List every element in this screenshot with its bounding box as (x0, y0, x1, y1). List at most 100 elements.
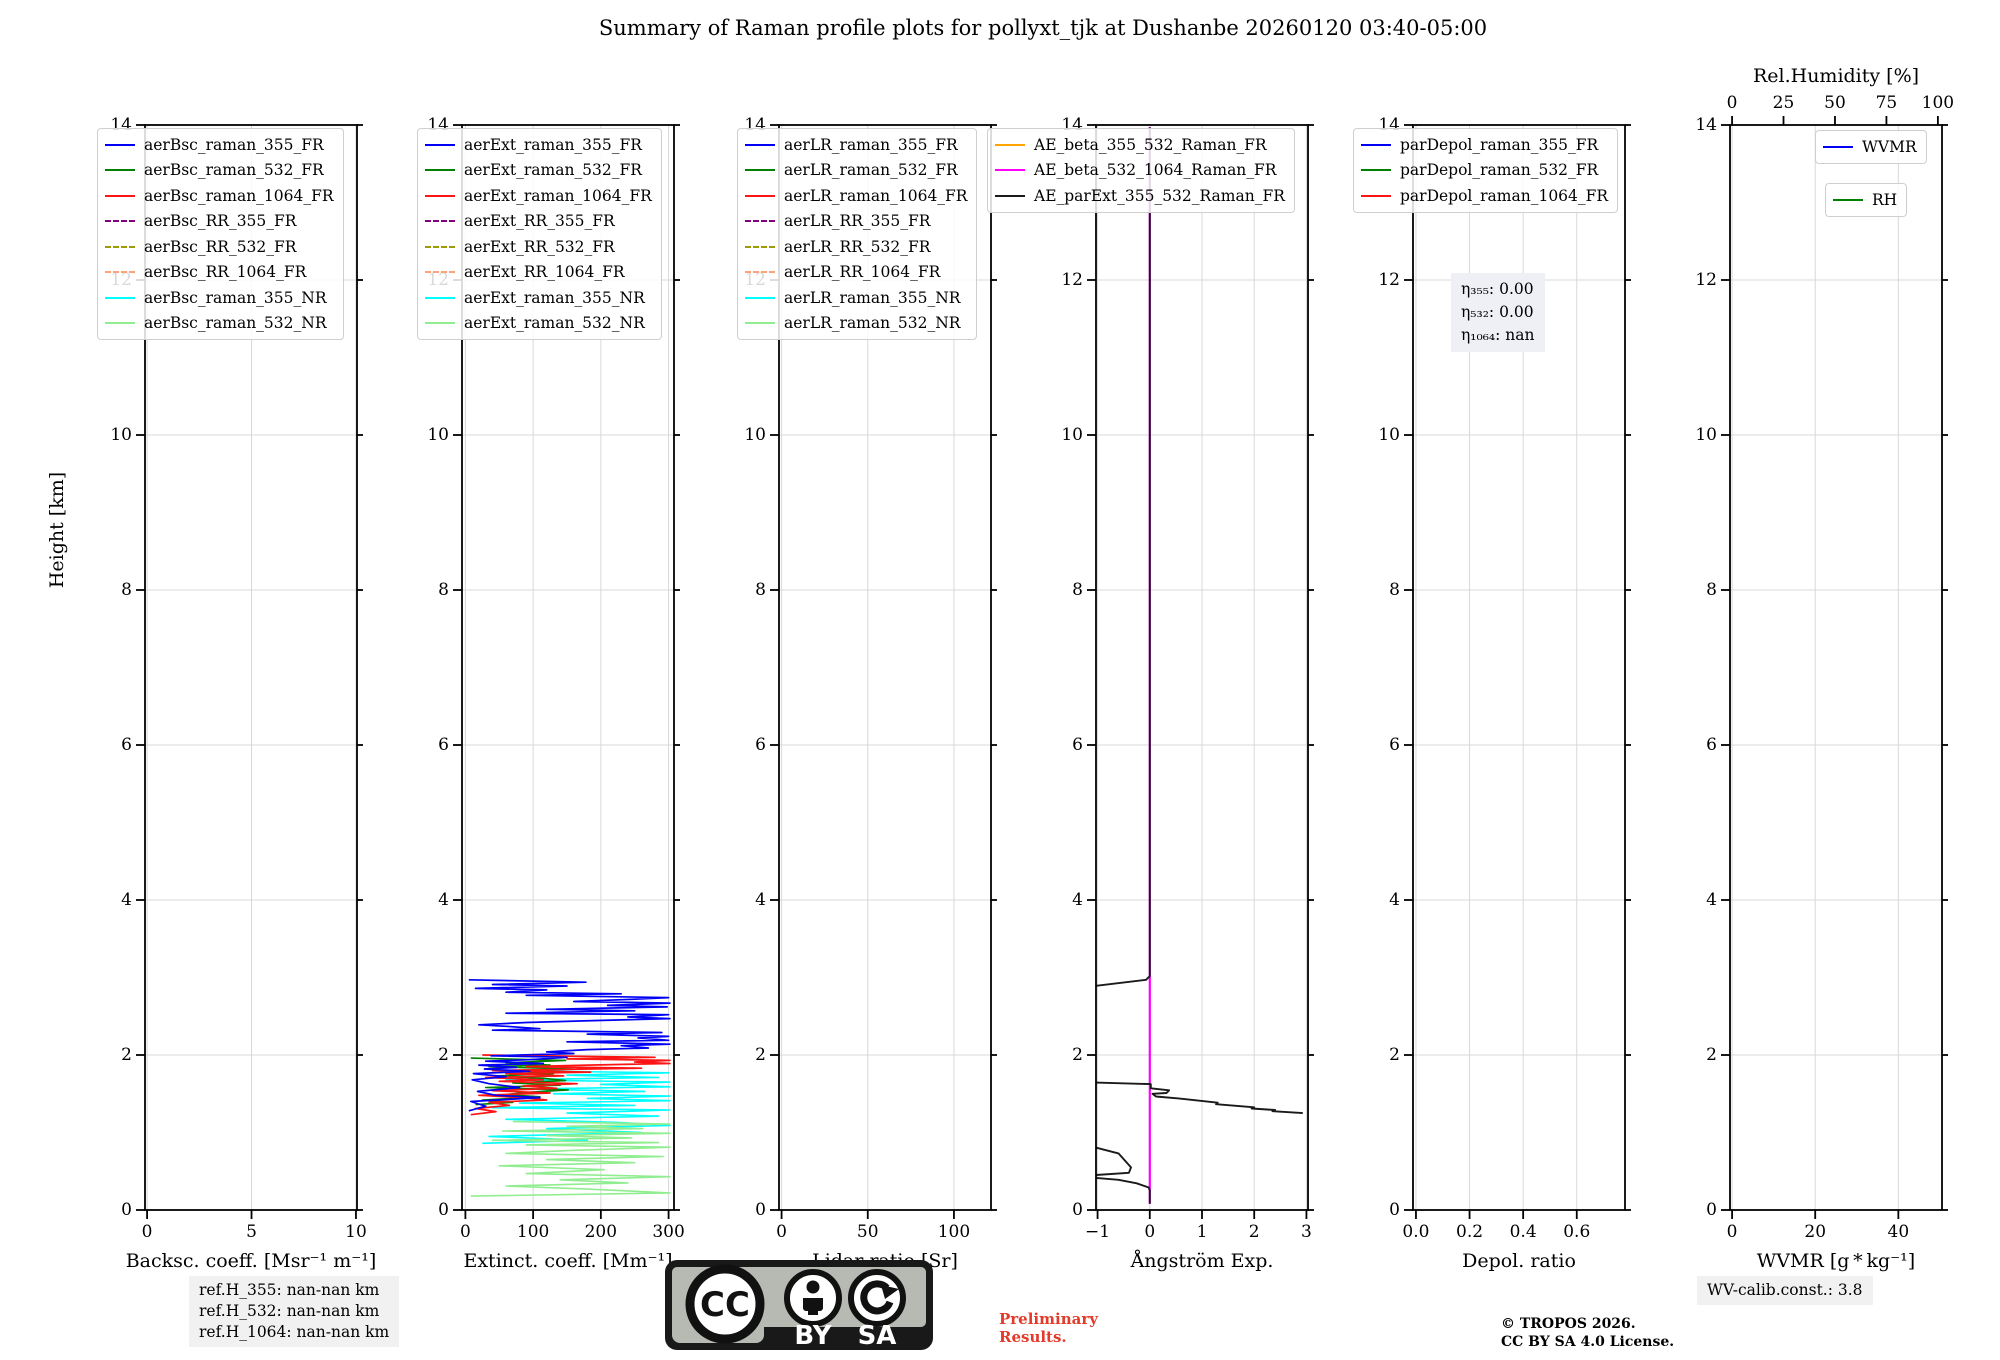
y-tick-label: 4 (121, 890, 132, 910)
eta-annotation-line: η₃₅₅: 0.00 (1461, 280, 1534, 298)
legend-line-sample (425, 296, 455, 299)
legend-line-sample (745, 271, 775, 274)
legend-item: aerBsc_raman_355_NR (105, 285, 334, 311)
by-person-head (806, 1280, 820, 1294)
legend-item: AE_beta_532_1064_Raman_FR (995, 158, 1285, 184)
legend-line-sample (1361, 143, 1391, 146)
legend-item: aerLR_raman_355_FR (745, 132, 967, 158)
series-aerExt_raman_1064_FR (470, 1054, 671, 1116)
x-tick-label: 200 (584, 1222, 618, 1242)
legend-item: aerBsc_RR_355_FR (105, 209, 334, 235)
top-tick-label: 100 (1921, 93, 1955, 113)
x-tick-label: 3 (1301, 1222, 1312, 1242)
legend-label: parDepol_raman_355_FR (1400, 135, 1599, 154)
legend-label: aerExt_raman_355_FR (464, 135, 642, 154)
x-tick-label: 0 (776, 1222, 787, 1242)
legend-rh: RH (1825, 183, 1908, 217)
sa-arrow-circle-icon (848, 1269, 906, 1327)
copyright-note: © TROPOS 2026. CC BY SA 4.0 License. (1501, 1315, 1674, 1351)
eta-annotation-box: η₃₅₅: 0.00 η₅₃₂: 0.00 η₁₀₆₄: nan (1451, 273, 1545, 352)
legend-item: WVMR (1823, 134, 1917, 160)
copyright-line1: © TROPOS 2026. (1501, 1316, 1636, 1332)
y-tick-label: 4 (1706, 890, 1717, 910)
legend-angstrom: AE_beta_355_532_Raman_FR AE_beta_532_1064… (987, 128, 1295, 213)
x-tick-label: 100 (516, 1222, 550, 1242)
legend-line-sample (425, 220, 455, 223)
legend-label: parDepol_raman_1064_FR (1400, 186, 1609, 205)
legend-label: aerBsc_raman_355_FR (144, 135, 324, 154)
legend-label: AE_beta_532_1064_Raman_FR (1034, 161, 1277, 180)
legend-line-sample (995, 169, 1025, 172)
x-tick-label: 20 (1804, 1222, 1827, 1242)
y-tick-label: 6 (438, 735, 449, 755)
cc-by-sa-badge: CC BY SA (665, 1260, 933, 1351)
legend-line-sample (425, 143, 455, 146)
legend-line-sample (745, 220, 775, 223)
top-axis-label: Rel.Humidity [%] (1752, 65, 1920, 87)
legend-item: AE_parExt_355_532_Raman_FR (995, 183, 1285, 209)
figure-title: Summary of Raman profile plots for polly… (598, 16, 1488, 40)
legend-label: aerLR_raman_1064_FR (784, 186, 968, 205)
badge-by-text: BY (794, 1321, 832, 1351)
legend-label: aerBsc_raman_532_FR (144, 161, 324, 180)
legend-item: aerExt_raman_355_FR (425, 132, 652, 158)
legend-line-sample (745, 245, 775, 248)
series-aerExt_raman_532_NR (470, 1120, 671, 1197)
y-tick-label: 6 (121, 735, 132, 755)
x-tick-label: 10 (345, 1222, 367, 1242)
y-tick-label: 0 (121, 1200, 132, 1220)
legend-line-sample (425, 169, 455, 172)
legend-item: aerLR_raman_355_NR (745, 285, 967, 311)
y-tick-label: 0 (1706, 1200, 1717, 1220)
top-tick-label: 75 (1875, 93, 1898, 113)
x-tick-label: 0.0 (1402, 1222, 1430, 1242)
legend-line-sample (105, 169, 135, 172)
y-tick-label: 6 (1389, 735, 1400, 755)
legend-line-sample (105, 220, 135, 223)
y-tick-label: 10 (1695, 425, 1717, 445)
legend-item: aerExt_raman_532_NR (425, 311, 652, 337)
y-tick-label: 8 (1706, 580, 1717, 600)
y-tick-label: 6 (755, 735, 766, 755)
ref-h-355: ref.H_355: nan-nan km (199, 1281, 380, 1299)
legend-item: parDepol_raman_1064_FR (1361, 183, 1608, 209)
legend-label: aerExt_RR_1064_FR (464, 263, 625, 282)
legend-item: aerExt_raman_355_NR (425, 285, 652, 311)
legend-line-sample (105, 271, 135, 274)
y-tick-label: 10 (427, 425, 449, 445)
legend-label: aerBsc_RR_355_FR (144, 212, 297, 231)
y-tick-label: 4 (755, 890, 766, 910)
y-tick-label: 8 (1072, 580, 1083, 600)
legend-item: parDepol_raman_355_FR (1361, 132, 1608, 158)
eta-annotation-line: η₅₃₂: 0.00 (1461, 303, 1534, 321)
legend-line-sample (995, 143, 1025, 146)
legend-label: parDepol_raman_532_FR (1400, 161, 1599, 180)
y-tick-label: 4 (438, 890, 449, 910)
x-axis-label-backscatter: Backsc. coeff. [Msr⁻¹ m⁻¹] (125, 1250, 377, 1272)
legend-line-sample (745, 296, 775, 299)
legend-label: aerExt_raman_355_NR (464, 288, 645, 307)
x-tick-label: 1 (1196, 1222, 1208, 1242)
legend-line-sample (995, 194, 1025, 197)
legend-label: aerBsc_raman_1064_FR (144, 186, 334, 205)
legend-item: aerExt_RR_1064_FR (425, 260, 652, 286)
x-tick-label: 2 (1248, 1222, 1260, 1242)
y-tick-label: 4 (1389, 890, 1400, 910)
x-tick-label: 100 (937, 1222, 971, 1242)
legend-line-sample (1361, 169, 1391, 172)
x-tick-label: 0 (1144, 1222, 1156, 1242)
legend-label: aerLR_raman_355_FR (784, 135, 958, 154)
legend-label: aerBsc_raman_355_NR (144, 288, 327, 307)
x-tick-label: 0.2 (1456, 1222, 1484, 1242)
x-tick-label: 300 (652, 1222, 685, 1242)
y-tick-label: 10 (1378, 425, 1400, 445)
legend-label: aerExt_RR_355_FR (464, 212, 615, 231)
legend-item: aerLR_RR_532_FR (745, 234, 967, 260)
y-tick-label: 10 (110, 425, 132, 445)
ref-h-1064: ref.H_1064: nan-nan km (199, 1323, 390, 1341)
series-aerExt_raman_355_FR (468, 978, 671, 1112)
x-tick-label: 5 (246, 1222, 257, 1242)
legend-item: aerLR_raman_532_FR (745, 158, 967, 184)
